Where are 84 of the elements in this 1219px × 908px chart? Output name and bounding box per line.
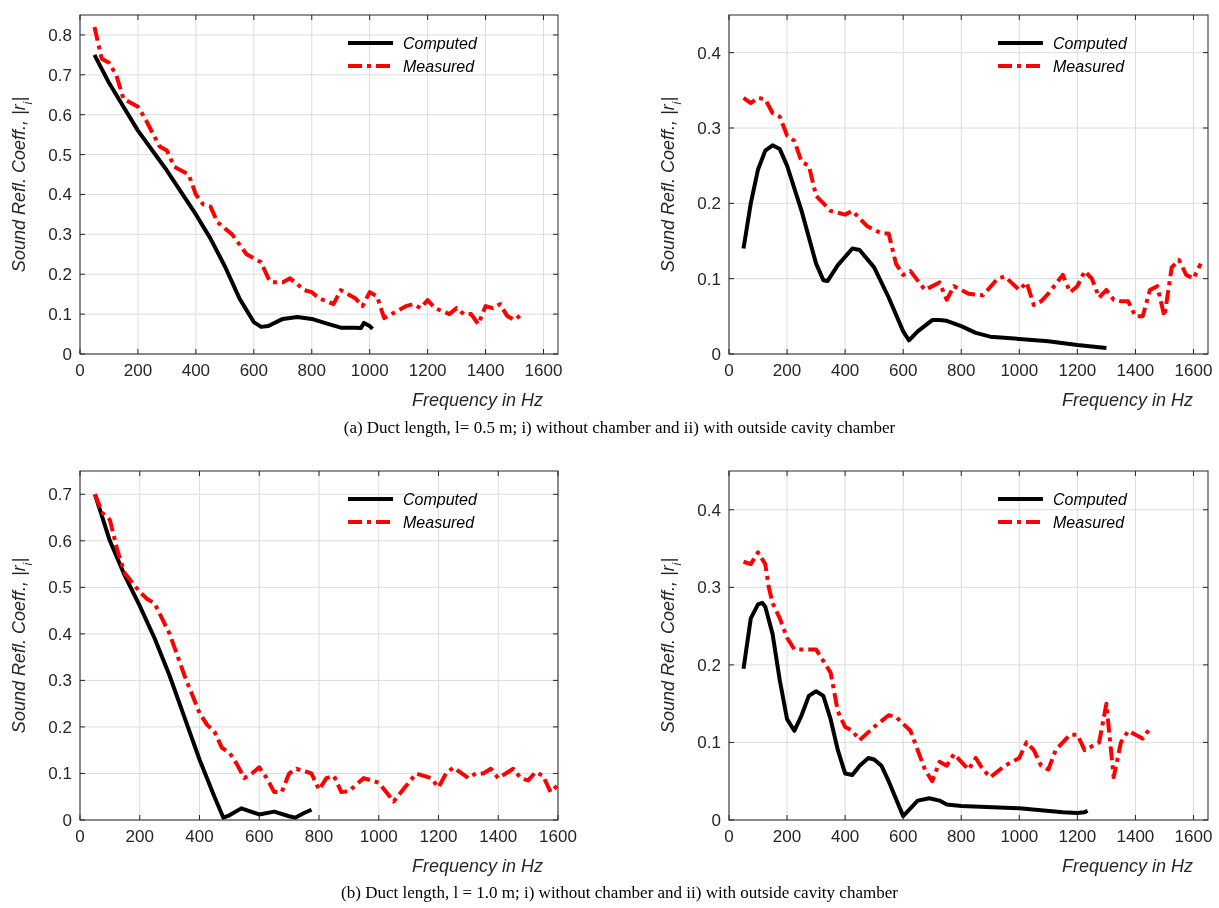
x-axis-title: Frequency in Hz: [411, 856, 543, 876]
x-tick-label: 600: [888, 827, 918, 846]
x-tick-label: 200: [772, 827, 802, 846]
x-tick-label: 400: [181, 361, 211, 380]
x-tick-label: 1400: [479, 827, 518, 846]
x-tick-label: 400: [830, 361, 860, 380]
line-series: [92, 492, 558, 804]
y-tick-label: 0: [711, 344, 721, 364]
y-tick-label: 0.3: [697, 118, 721, 138]
y-tick-label: 0.1: [697, 733, 721, 753]
line-series: [92, 24, 524, 327]
y-tick-label: 0.4: [697, 43, 721, 63]
y-tick-label: 0.2: [697, 655, 721, 675]
y-tick-label: 0.6: [48, 105, 72, 125]
legend-label: Computed: [1053, 34, 1128, 52]
x-tick-label: 1200: [408, 361, 447, 380]
y-tick-label: 0.8: [48, 25, 72, 45]
x-tick-label: 1000: [1000, 361, 1039, 380]
y-tick-label: 0.2: [48, 265, 72, 285]
y-tick-label: 0: [62, 810, 72, 830]
x-tick-label: 1400: [466, 361, 505, 380]
line-series: [741, 143, 1109, 350]
legend-label: Measured: [403, 57, 476, 75]
y-tick-label: 0.3: [48, 225, 72, 245]
legend-label: Measured: [403, 513, 476, 531]
x-tick-label: 800: [304, 827, 334, 846]
x-tick-label: 200: [772, 361, 802, 380]
x-tick-label: 1200: [419, 827, 458, 846]
x-tick-label: 1200: [1058, 361, 1097, 380]
x-tick-label: 400: [185, 827, 214, 846]
line-series: [741, 95, 1203, 319]
y-tick-label: 0.2: [697, 194, 721, 214]
x-tick-label: 0: [724, 361, 734, 380]
legend-label: Computed: [1053, 490, 1128, 508]
line-series: [741, 600, 1090, 819]
x-axis-title: Frequency in Hz: [411, 390, 543, 410]
y-tick-label: 0.4: [697, 500, 721, 520]
x-tick-label: 1600: [1174, 361, 1213, 380]
x-tick-label: 0: [75, 827, 85, 846]
legend-label: Measured: [1053, 513, 1126, 531]
y-tick-label: 0.7: [48, 65, 72, 85]
y-tick-label: 0: [62, 344, 72, 364]
text: (b) Duct length, l = 1.0 m; i) without chamber and ii) with outside cavity chamber: [341, 883, 899, 902]
x-tick-label: 800: [947, 827, 976, 846]
x-tick-label: 600: [888, 361, 918, 380]
x-tick-label: 0: [75, 361, 85, 380]
line-series: [92, 52, 375, 331]
x-tick-label: 1000: [350, 361, 389, 380]
x-axis-title: Frequency in Hz: [1061, 390, 1193, 410]
x-tick-label: 600: [239, 361, 269, 380]
x-tick-label: 0: [724, 827, 734, 846]
x-tick-label: 800: [297, 361, 326, 380]
x-tick-label: 400: [830, 827, 860, 846]
y-tick-label: 0.2: [48, 717, 72, 737]
text: (a) Duct length, l= 0.5 m; i) without chamber and ii) with outside cavity chamber: [343, 418, 896, 437]
x-tick-label: 600: [245, 827, 274, 846]
x-tick-label: 1200: [1058, 827, 1097, 846]
legend-label: Computed: [403, 34, 478, 52]
y-tick-label: 0.5: [48, 578, 72, 598]
x-tick-label: 1000: [1000, 827, 1039, 846]
x-tick-label: 1600: [524, 361, 563, 380]
legend-label: Measured: [1053, 57, 1126, 75]
x-tick-label: 1400: [1116, 361, 1155, 380]
x-tick-label: 1600: [539, 827, 577, 846]
y-tick-label: 0.3: [697, 578, 721, 598]
line-series: [741, 550, 1152, 784]
legend-label: Computed: [403, 490, 478, 508]
y-tick-label: 0.1: [697, 269, 721, 289]
x-tick-label: 1400: [1116, 827, 1155, 846]
x-tick-label: 200: [123, 361, 153, 380]
y-tick-label: 0.7: [48, 485, 72, 505]
x-tick-label: 1600: [1174, 827, 1213, 846]
y-tick-label: 0.4: [48, 185, 72, 205]
y-tick-label: 0.3: [48, 671, 72, 691]
x-tick-label: 800: [947, 361, 976, 380]
y-tick-label: 0.5: [48, 145, 72, 165]
y-tick-label: 0.4: [48, 624, 72, 644]
x-tick-label: 1000: [359, 827, 398, 846]
x-axis-title: Frequency in Hz: [1061, 856, 1193, 876]
y-tick-label: 0.6: [48, 531, 72, 551]
y-tick-label: 0.1: [48, 305, 72, 325]
y-tick-label: 0: [711, 810, 721, 830]
y-tick-label: 0.1: [48, 764, 72, 784]
x-tick-label: 200: [125, 827, 154, 846]
